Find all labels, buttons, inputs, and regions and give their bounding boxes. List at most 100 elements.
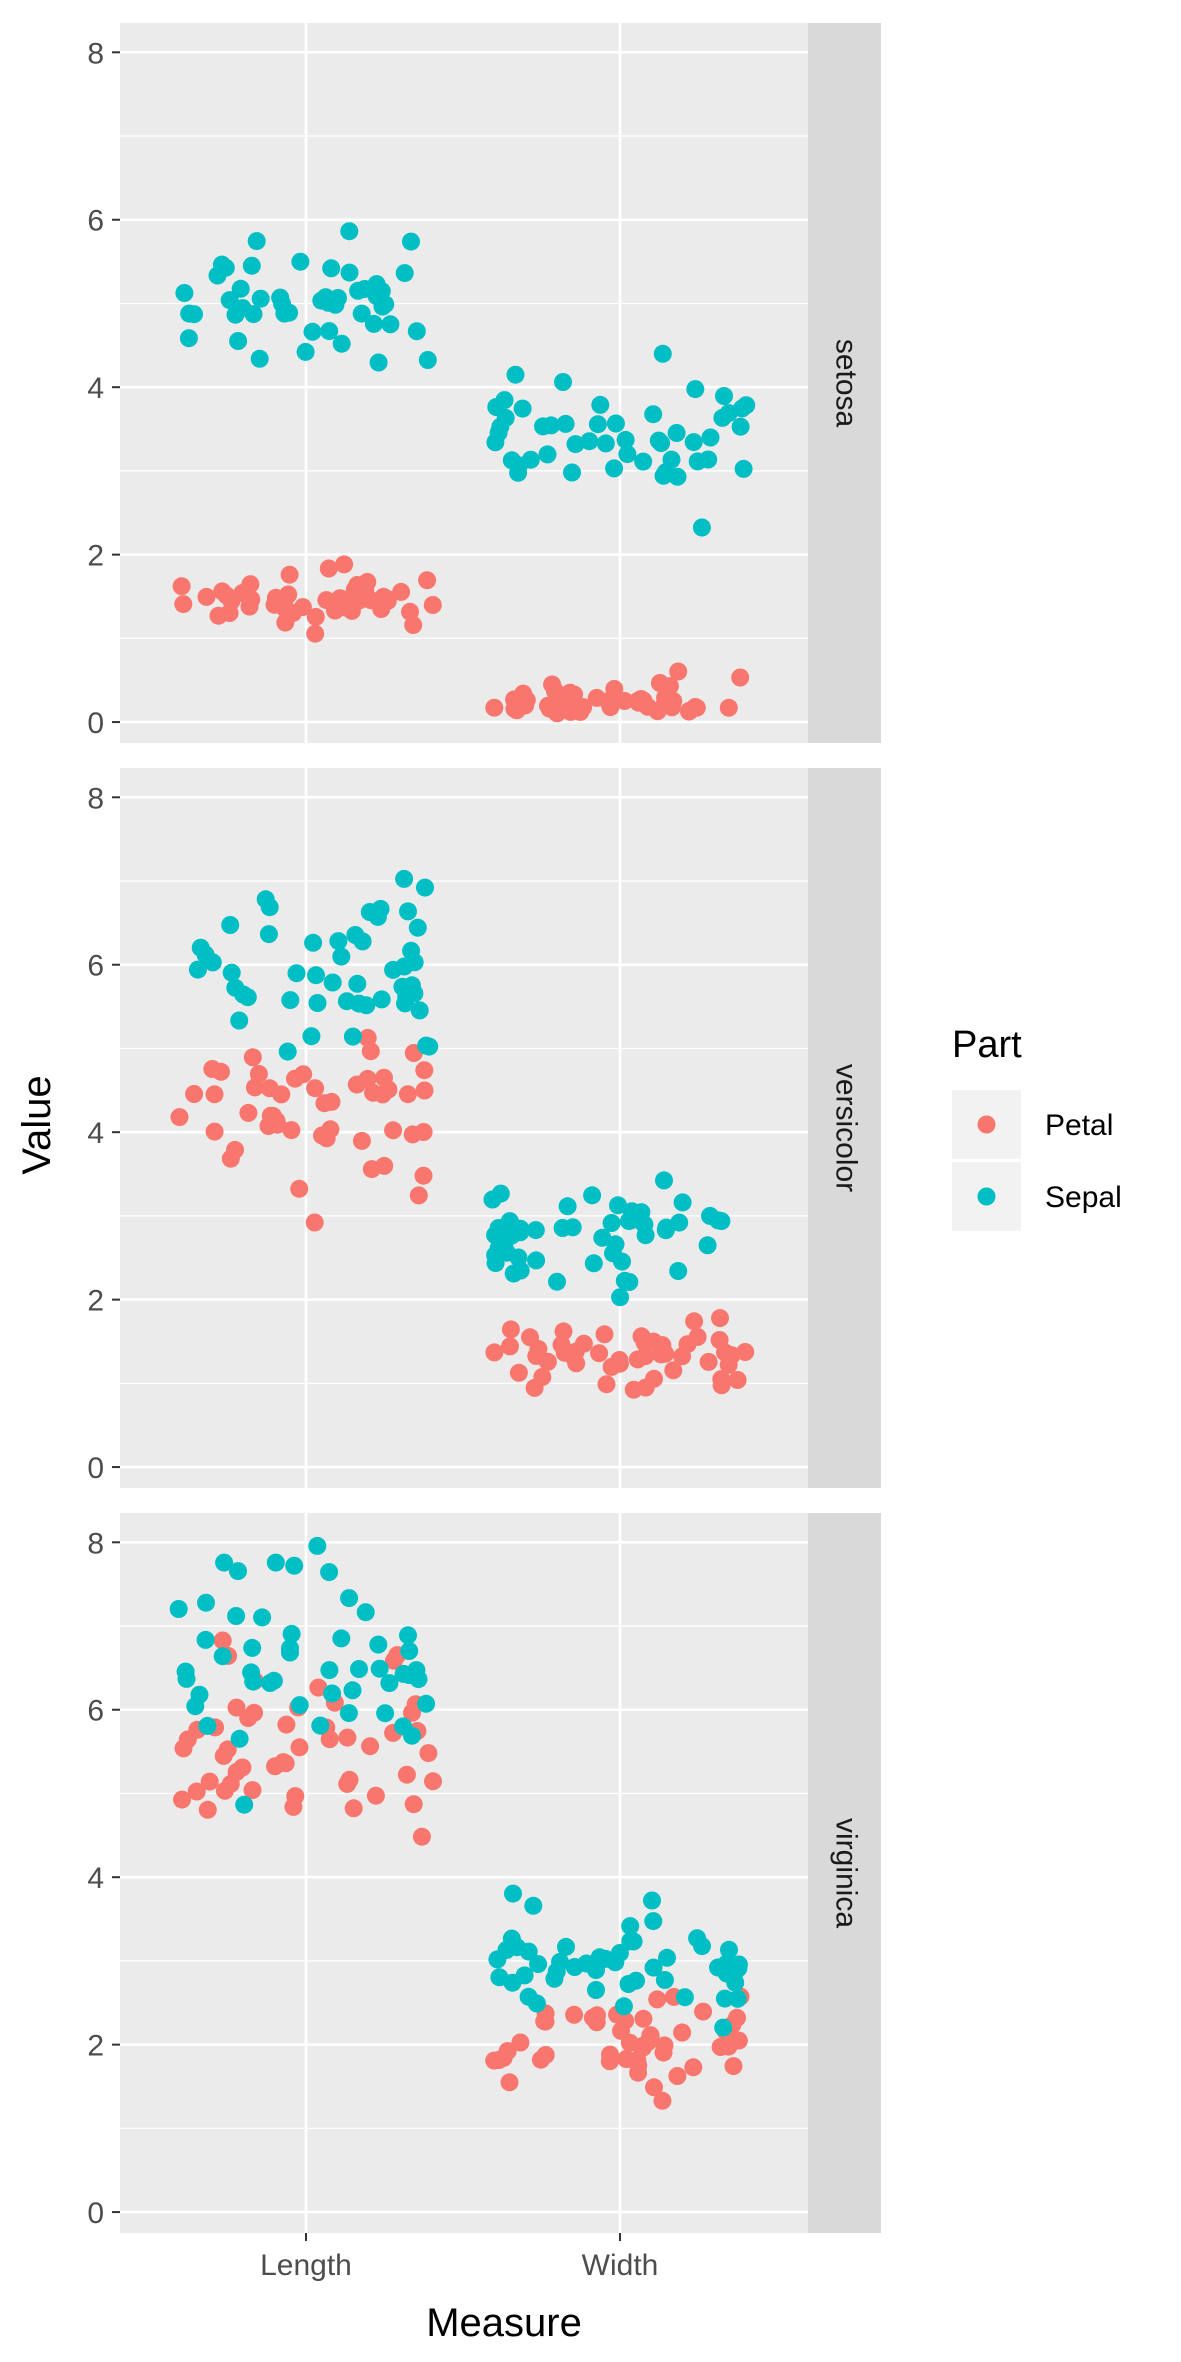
point-sepal-width [655, 1171, 673, 1190]
point-sepal-width [502, 451, 521, 470]
point-sepal-length [332, 947, 351, 966]
point-petal-length [375, 1156, 394, 1175]
y-tick-label: 2 [87, 540, 104, 573]
point-sepal-width [720, 1940, 738, 1959]
point-sepal-width [653, 344, 672, 363]
point-sepal-length [308, 994, 327, 1012]
facet-strip-label: setosa [830, 339, 863, 428]
point-sepal-width [667, 424, 686, 442]
legend-key-point [977, 1187, 996, 1206]
point-sepal-width [656, 463, 675, 482]
point-petal-length [415, 1081, 434, 1100]
point-sepal-width [558, 1197, 577, 1216]
point-sepal-length [397, 987, 416, 1006]
point-sepal-width [715, 1989, 734, 2008]
point-petal-width [648, 1990, 667, 2009]
point-petal-length [306, 624, 325, 643]
point-sepal-length [357, 996, 376, 1015]
point-petal-length [187, 1782, 206, 1801]
point-sepal-length [402, 232, 420, 251]
point-sepal-length [337, 992, 356, 1011]
point-sepal-width [513, 399, 532, 418]
point-petal-length [239, 1103, 258, 1122]
y-tick-label: 0 [87, 2197, 104, 2230]
point-sepal-length [320, 322, 339, 341]
point-sepal-width [548, 1272, 566, 1291]
point-sepal-width [557, 1937, 575, 1956]
point-sepal-length [213, 1647, 232, 1666]
point-sepal-width [616, 430, 635, 449]
point-petal-width [567, 1354, 586, 1373]
point-petal-width [678, 1335, 697, 1354]
point-sepal-length [340, 222, 359, 241]
point-sepal-width [524, 1896, 543, 1915]
point-petal-length [315, 1094, 334, 1113]
point-petal-length [290, 1179, 309, 1198]
point-sepal-width [519, 1942, 538, 1961]
panel-background [120, 768, 808, 1488]
point-sepal-length [311, 1716, 330, 1735]
point-petal-length [239, 1709, 258, 1727]
point-sepal-length [399, 902, 417, 921]
point-sepal-width [621, 1932, 640, 1951]
point-sepal-width [486, 1246, 505, 1265]
point-petal-length [392, 582, 411, 601]
point-petal-length [423, 596, 442, 614]
point-petal-width [660, 677, 679, 696]
y-tick-label: 8 [87, 782, 104, 815]
point-petal-length [366, 1786, 385, 1805]
point-petal-length [398, 1085, 417, 1104]
point-petal-length [279, 585, 298, 604]
point-petal-length [414, 1123, 433, 1141]
point-sepal-length [395, 264, 414, 283]
point-petal-width [645, 1369, 663, 1388]
point-sepal-length [235, 1795, 254, 1814]
point-sepal-width [495, 1234, 514, 1253]
legend-item-petal: Petal [952, 1090, 1113, 1159]
point-petal-length [414, 1166, 433, 1185]
point-petal-width [500, 2073, 519, 2092]
point-petal-length [344, 1799, 363, 1818]
point-sepal-length [291, 252, 310, 271]
point-sepal-length [348, 974, 367, 993]
point-petal-length [401, 602, 419, 621]
point-petal-width [712, 1370, 731, 1389]
point-sepal-length [233, 299, 252, 318]
point-sepal-length [196, 1630, 215, 1649]
point-sepal-length [243, 1638, 262, 1657]
point-sepal-width [556, 414, 575, 433]
point-sepal-width [619, 1975, 638, 1993]
point-petal-length [338, 1728, 357, 1747]
point-sepal-length [186, 1697, 205, 1716]
point-petal-width [654, 2043, 673, 2062]
point-sepal-length [381, 315, 400, 334]
point-sepal-length [197, 1593, 215, 1612]
point-petal-length [290, 1738, 309, 1757]
point-sepal-length [352, 304, 371, 323]
point-sepal-width [669, 1262, 688, 1280]
point-petal-width [652, 1345, 670, 1364]
point-petal-length [418, 571, 437, 590]
point-petal-length [197, 587, 216, 606]
point-sepal-length [179, 329, 198, 348]
point-petal-width [719, 698, 738, 717]
point-sepal-length [340, 1589, 359, 1608]
point-sepal-width [652, 434, 671, 453]
point-petal-width [669, 662, 688, 681]
point-sepal-width [728, 1989, 747, 2008]
point-sepal-length [380, 1674, 399, 1693]
point-sepal-width [604, 1244, 622, 1263]
point-petal-width [485, 698, 504, 717]
point-petal-width [521, 1328, 539, 1347]
point-petal-width [587, 688, 606, 707]
point-sepal-width [618, 445, 637, 464]
point-petal-length [172, 577, 191, 596]
point-petal-length [284, 1797, 303, 1816]
point-petal-width [531, 2050, 550, 2069]
point-sepal-length [410, 1001, 429, 1020]
point-sepal-length [229, 332, 248, 350]
point-sepal-length [332, 1629, 351, 1648]
point-petal-width [711, 1309, 729, 1328]
y-tick-label: 2 [87, 2030, 104, 2063]
